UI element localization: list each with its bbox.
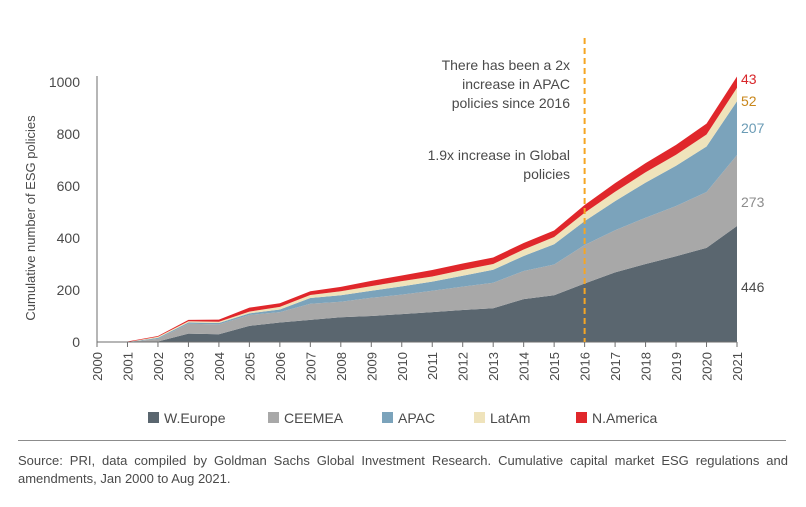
- x-tick-label: 2021: [730, 352, 745, 381]
- annotation-text: 1.9x increase in Global: [428, 147, 570, 163]
- area-w-europe: [97, 226, 737, 342]
- legend-swatch: [576, 412, 587, 423]
- area-ceemea: [97, 155, 737, 342]
- divider-line: [18, 440, 786, 441]
- annotation-text: policies since 2016: [452, 95, 571, 111]
- x-tick-label: 2007: [303, 352, 318, 381]
- x-tick-label: 2004: [212, 352, 227, 381]
- source-note: Source: PRI, data compiled by Goldman Sa…: [18, 453, 788, 486]
- end-label-apac: 207: [741, 120, 765, 136]
- x-tick-label: 2003: [181, 352, 196, 381]
- legend-label: CEEMEA: [284, 410, 344, 426]
- x-tick-label: 2012: [456, 352, 471, 381]
- x-tick-label: 2014: [517, 352, 532, 381]
- x-tick-label: 2015: [547, 352, 562, 381]
- legend-label: APAC: [398, 410, 435, 426]
- y-tick-label: 600: [57, 178, 81, 194]
- legend-label: W.Europe: [164, 410, 226, 426]
- x-tick-label: 2010: [395, 352, 410, 381]
- area-apac: [97, 101, 737, 343]
- x-tick-label: 2017: [608, 352, 623, 381]
- y-tick-label: 200: [57, 282, 81, 298]
- x-tick-label: 2008: [334, 352, 349, 381]
- x-tick-label: 2002: [151, 352, 166, 381]
- annotation-text: increase in APAC: [462, 76, 570, 92]
- legend-swatch: [268, 412, 279, 423]
- x-tick-label: 2018: [639, 352, 654, 381]
- y-tick-label: 800: [57, 126, 81, 142]
- y-tick-label: 0: [72, 334, 80, 350]
- x-tick-label: 2019: [669, 352, 684, 381]
- x-tick-label: 2013: [486, 352, 501, 381]
- x-tick-label: 2020: [700, 352, 715, 381]
- x-tick-label: 2006: [273, 352, 288, 381]
- end-label-ceemea: 273: [741, 194, 765, 210]
- x-tick-label: 2016: [578, 352, 593, 381]
- x-tick-label: 2000: [90, 352, 105, 381]
- annotation-text: There has been a 2x: [442, 57, 570, 73]
- legend-swatch: [382, 412, 393, 423]
- legend-label: N.America: [592, 410, 658, 426]
- x-tick-label: 2009: [364, 352, 379, 381]
- legend-label: LatAm: [490, 410, 530, 426]
- end-label-n-america: 43: [741, 71, 757, 87]
- y-tick-label: 400: [57, 230, 81, 246]
- x-tick-label: 2005: [242, 352, 257, 381]
- x-tick-label: 2001: [120, 352, 135, 381]
- legend-swatch: [474, 412, 485, 423]
- y-tick-label: 1000: [49, 74, 80, 90]
- legend-swatch: [148, 412, 159, 423]
- annotation-text: policies: [523, 166, 570, 182]
- y-axis-title: Cumulative number of ESG policies: [23, 115, 38, 321]
- end-label-w-europe: 446: [741, 279, 765, 295]
- x-tick-label: 2011: [425, 352, 440, 380]
- end-label-latam: 52: [741, 93, 757, 109]
- esg-policies-chart: 0 200 400 600 800 1000 Cumulative number of ES…: [23, 38, 765, 426]
